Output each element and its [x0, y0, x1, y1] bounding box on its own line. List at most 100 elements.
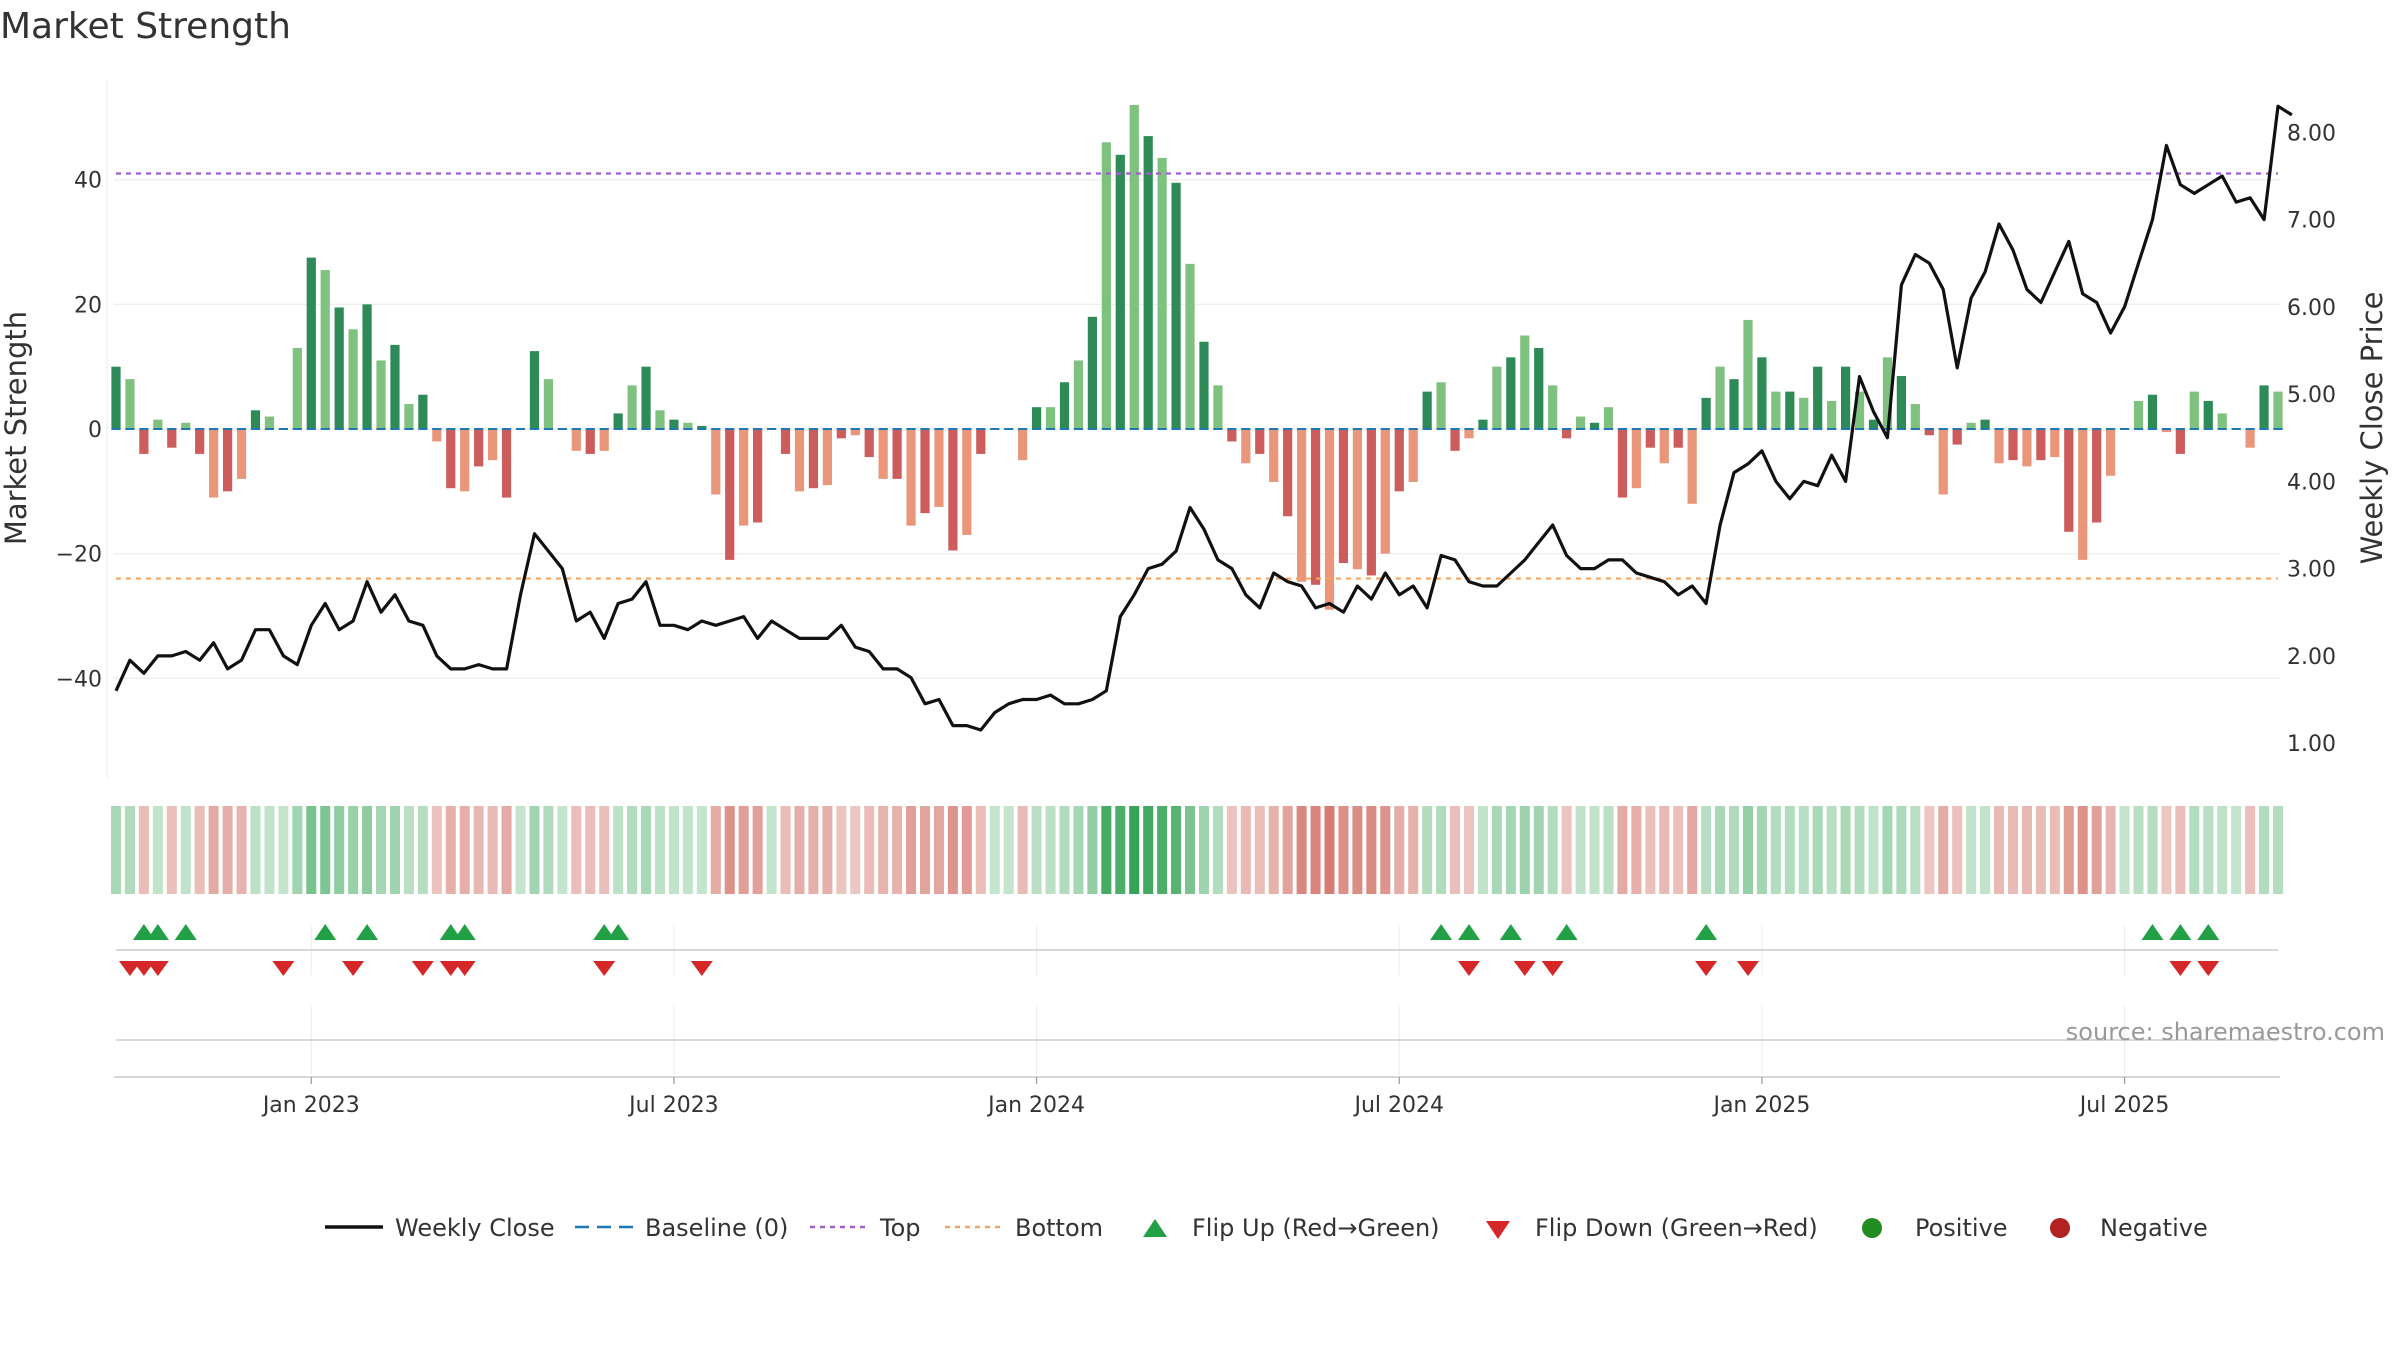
flip-up-marker [1555, 924, 1578, 940]
strength-bar [1492, 366, 1502, 429]
strength-bar [125, 379, 135, 429]
strength-bar [599, 429, 609, 451]
heat-cell [1756, 806, 1767, 894]
legend-flip-up-icon [1143, 1219, 1167, 1237]
heat-cell [1673, 806, 1684, 894]
flip-down-marker [2169, 961, 2192, 976]
heat-cell [417, 806, 428, 894]
flip-up-marker [174, 924, 197, 940]
strength-bar [1589, 422, 1600, 429]
strength-bar [1213, 385, 1223, 429]
heat-cell [1910, 806, 1921, 894]
strength-bar [1101, 142, 1111, 430]
heat-cell [1436, 806, 1447, 894]
heat-cell [1728, 806, 1740, 894]
strength-bar [1952, 429, 1962, 445]
heat-cell [571, 806, 582, 894]
strength-bar [711, 429, 721, 495]
strength-bar [836, 429, 846, 439]
y2-tick-label: 1.00 [2287, 732, 2336, 757]
heat-cell [1784, 806, 1795, 894]
strength-bar [1408, 429, 1418, 482]
strength-bar [1701, 397, 1711, 429]
strength-bar [1352, 429, 1363, 570]
strength-bar [376, 360, 386, 429]
strength-bar [1394, 429, 1404, 492]
strength-bar [418, 394, 428, 429]
heat-cell [1840, 806, 1851, 894]
strength-bar [292, 347, 302, 429]
heat-cell [1226, 806, 1237, 894]
strength-bar [1464, 429, 1474, 439]
strength-bar [1771, 391, 1781, 429]
strength-bar [780, 429, 791, 454]
heat-cell [2189, 806, 2200, 894]
strength-bar [822, 429, 832, 486]
heat-cell [933, 806, 944, 894]
strength-bar [906, 429, 916, 526]
flip-down-marker [1541, 961, 1564, 976]
flip-down-marker [1457, 961, 1480, 976]
strength-bar [2273, 391, 2283, 429]
heat-cell [1240, 806, 1251, 894]
legend-positive-icon [1862, 1218, 1882, 1238]
heat-cell [320, 806, 331, 894]
heat-cell [1394, 806, 1405, 894]
heat-cell [1519, 806, 1530, 894]
flip-up-marker [146, 924, 169, 940]
strength-bar [236, 429, 247, 479]
strength-bar [474, 429, 484, 467]
heat-cell [864, 806, 875, 894]
heat-cell [1742, 806, 1753, 894]
heat-cell [1980, 806, 1991, 894]
heat-cell [696, 806, 707, 894]
strength-bar [864, 429, 874, 458]
strength-bar [1631, 429, 1641, 489]
heat-cell [1101, 806, 1112, 894]
legend-flip-up: Flip Up (Red→Green) [1192, 1214, 1440, 1242]
heat-cell [1924, 806, 1935, 894]
strength-bar [1868, 419, 1879, 429]
heat-cell [1896, 806, 1907, 894]
heat-cell [1366, 806, 1377, 894]
strength-bar [1799, 397, 1809, 429]
heat-cell [1268, 806, 1279, 894]
heat-cell [515, 806, 526, 894]
strength-bar [669, 419, 679, 429]
flip-up-marker [2169, 924, 2192, 940]
flip-down-marker [1736, 961, 1759, 976]
heat-cell [989, 806, 1000, 894]
heat-cell [445, 806, 456, 894]
heat-cell [1422, 806, 1433, 894]
strength-bar [934, 429, 944, 507]
heat-cell [1491, 806, 1502, 894]
strength-bar [1617, 429, 1628, 498]
strength-bar [725, 429, 735, 560]
strength-bar [1380, 429, 1390, 554]
flip-up-marker [439, 924, 462, 940]
strength-bar [794, 429, 805, 492]
heat-cell [1198, 806, 1209, 894]
y-tick-label: −40 [56, 667, 102, 692]
strength-bar [1659, 429, 1669, 464]
chart-title: Market Strength [0, 6, 291, 47]
heat-cell [1059, 806, 1070, 894]
heat-cell [1296, 806, 1307, 894]
strength-bar [2147, 394, 2158, 429]
heat-cell [752, 806, 763, 894]
strength-bar [2106, 429, 2116, 476]
strength-bar [1687, 429, 1697, 504]
heat-cell [850, 806, 861, 894]
strength-bar [962, 429, 972, 535]
strength-bar [1994, 429, 2004, 464]
weekly-close-line [114, 104, 2293, 732]
heat-cell [124, 806, 135, 894]
strength-bar [1255, 429, 1265, 454]
heat-cell [1715, 806, 1726, 894]
strength-bar [1757, 357, 1767, 429]
flip-down-marker [146, 961, 169, 976]
flip-up-marker [1430, 924, 1453, 940]
y2-tick-label: 6.00 [2287, 296, 2336, 321]
legend-negative: Negative [2100, 1214, 2208, 1242]
strength-bar [1924, 429, 1934, 436]
